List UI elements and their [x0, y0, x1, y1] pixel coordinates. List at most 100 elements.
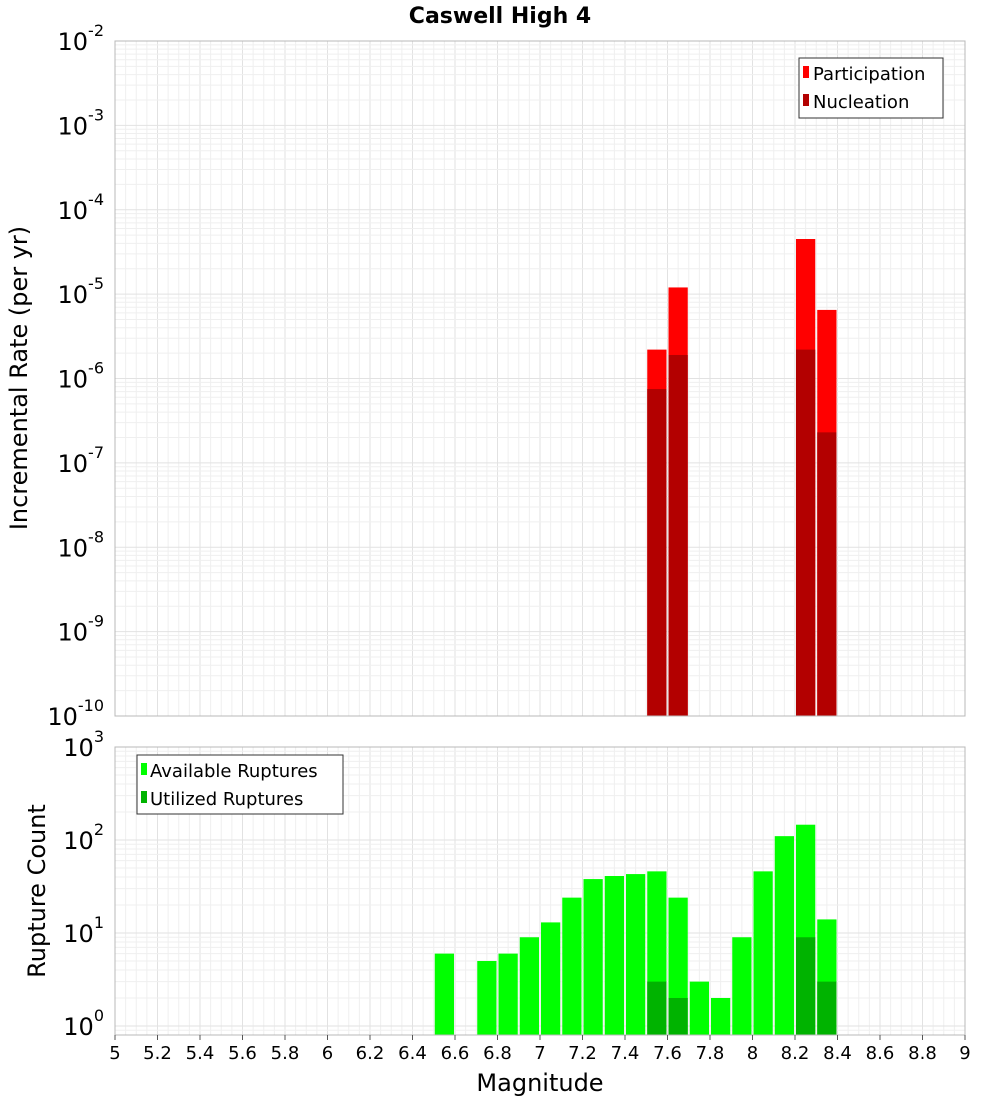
count-bar-available-ruptures	[477, 960, 497, 1035]
x-tick-label: 5.6	[228, 1043, 257, 1064]
rate-y-tick-exponent: -2	[88, 21, 104, 40]
rate-y-tick-label: 10-6	[58, 359, 105, 394]
utilized-legend-label: Utilized Ruptures	[150, 789, 303, 810]
x-tick-label: 6.8	[483, 1043, 512, 1064]
count-bar-available-ruptures	[498, 953, 518, 1035]
x-tick-label: 7.6	[653, 1043, 682, 1064]
x-tick-label: 7	[534, 1043, 545, 1064]
count-bar-available-ruptures	[732, 937, 752, 1035]
rate-y-tick-base: 10	[47, 703, 78, 731]
count-bar-available-ruptures	[689, 981, 709, 1035]
rate-y-tick-base: 10	[58, 619, 89, 647]
count-bar-utilized-ruptures	[647, 981, 667, 1035]
x-tick-label: 6.2	[356, 1043, 385, 1064]
rate-y-tick-label: 10-10	[47, 696, 104, 731]
rate-y-tick-label: 10-7	[58, 443, 105, 478]
rate-legend: Participation Nucleation	[798, 57, 944, 119]
count-y-tick-base: 10	[63, 827, 94, 855]
x-tick-label: 7.4	[611, 1043, 640, 1064]
nucleation-legend-swatch	[803, 94, 809, 106]
available-legend-label: Available Ruptures	[150, 761, 318, 782]
chart-title: Caswell High 4	[409, 4, 591, 29]
rate-y-tick-base: 10	[58, 366, 89, 394]
rate-grid	[114, 40, 966, 717]
rate-y-tick-exponent: -9	[88, 612, 104, 631]
rate-bar-nucleation	[796, 349, 816, 716]
x-tick-label: 8.8	[908, 1043, 937, 1064]
rate-y-tick-base: 10	[58, 534, 89, 562]
count-y-tick-exponent: 1	[94, 913, 104, 932]
x-tick-label: 5	[109, 1043, 120, 1064]
x-tick-label: 5.2	[143, 1043, 172, 1064]
rate-y-tick-exponent: -6	[88, 359, 104, 378]
count-bar-available-ruptures	[434, 953, 454, 1035]
rate-y-tick-label: 10-5	[58, 274, 105, 309]
count-y-tick-label: 101	[63, 913, 104, 948]
count-y-tick-base: 10	[63, 734, 94, 762]
participation-legend-swatch	[803, 66, 809, 78]
available-legend-swatch	[141, 763, 147, 775]
count-bar-available-ruptures	[604, 876, 624, 1035]
rate-y-tick-label: 10-8	[58, 527, 105, 562]
count-bar-utilized-ruptures	[796, 937, 816, 1035]
rate-y-tick-base: 10	[58, 197, 89, 225]
rate-bar-nucleation	[647, 389, 667, 716]
rate-y-axis-label: Incremental Rate (per yr)	[5, 226, 33, 530]
x-tick-label: 8	[747, 1043, 758, 1064]
rate-y-tick-label: 10-3	[58, 105, 105, 140]
count-legend: Available Ruptures Utilized Ruptures	[136, 754, 344, 815]
x-tick-label: 9	[959, 1043, 970, 1064]
rate-y-tick-exponent: -5	[88, 274, 104, 293]
rate-bar-nucleation	[668, 354, 688, 716]
count-bar-available-ruptures	[583, 879, 603, 1035]
rate-bar-nucleation	[817, 432, 837, 716]
rate-legend-box	[798, 57, 944, 119]
rate-y-tick-exponent: -4	[88, 190, 104, 209]
x-tick-label: 5.4	[186, 1043, 215, 1064]
rate-bars	[647, 239, 837, 716]
count-y-axis-label: Rupture Count	[23, 804, 51, 978]
x-tick-label: 6.6	[441, 1043, 470, 1064]
x-tick-label: 5.8	[271, 1043, 300, 1064]
count-bar-utilized-ruptures	[668, 997, 688, 1035]
rate-y-tick-exponent: -8	[88, 527, 104, 546]
count-y-tick-label: 103	[63, 727, 104, 762]
x-tick-label: 6.4	[398, 1043, 427, 1064]
rate-y-tick-exponent: -10	[78, 696, 104, 715]
rate-plot-frame	[114, 40, 966, 717]
x-tick-label: 8.2	[781, 1043, 810, 1064]
count-legend-box	[136, 754, 344, 815]
rate-y-tick-label: 10-2	[58, 21, 105, 56]
count-y-tick-exponent: 3	[94, 727, 104, 746]
count-y-tick-base: 10	[63, 1013, 94, 1041]
x-tick-label: 7.8	[696, 1043, 725, 1064]
rate-y-tick-base: 10	[58, 28, 89, 56]
count-y-tick-base: 10	[63, 920, 94, 948]
count-bar-available-ruptures	[562, 897, 582, 1035]
count-bar-available-ruptures	[711, 997, 731, 1035]
count-bar-available-ruptures	[541, 922, 561, 1035]
rate-y-tick-base: 10	[58, 112, 89, 140]
x-axis-label: Magnitude	[476, 1069, 603, 1097]
count-bars	[434, 824, 837, 1035]
count-bar-available-ruptures	[753, 871, 773, 1035]
count-bar-available-ruptures	[519, 937, 539, 1035]
count-bar-available-ruptures	[774, 836, 794, 1035]
count-bar-utilized-ruptures	[817, 981, 837, 1035]
x-tick-label: 7.2	[568, 1043, 597, 1064]
participation-legend-label: Participation	[813, 64, 925, 85]
rate-y-tick-exponent: -7	[88, 443, 104, 462]
x-tick-label: 8.6	[866, 1043, 895, 1064]
rate-y-tick-label: 10-4	[58, 190, 105, 225]
count-bar-available-ruptures	[626, 874, 646, 1035]
rate-y-tick-exponent: -3	[88, 105, 104, 124]
count-y-tick-label: 102	[63, 820, 104, 855]
x-ticks: 5 5.2 5.4 5.6 5.8 6 6.2 6.4 6.6 6.8 7 7.2 7.4 7.6 7.8 8…	[109, 1035, 971, 1064]
count-y-tick-exponent: 2	[94, 820, 104, 839]
x-tick-label: 8.4	[823, 1043, 852, 1064]
